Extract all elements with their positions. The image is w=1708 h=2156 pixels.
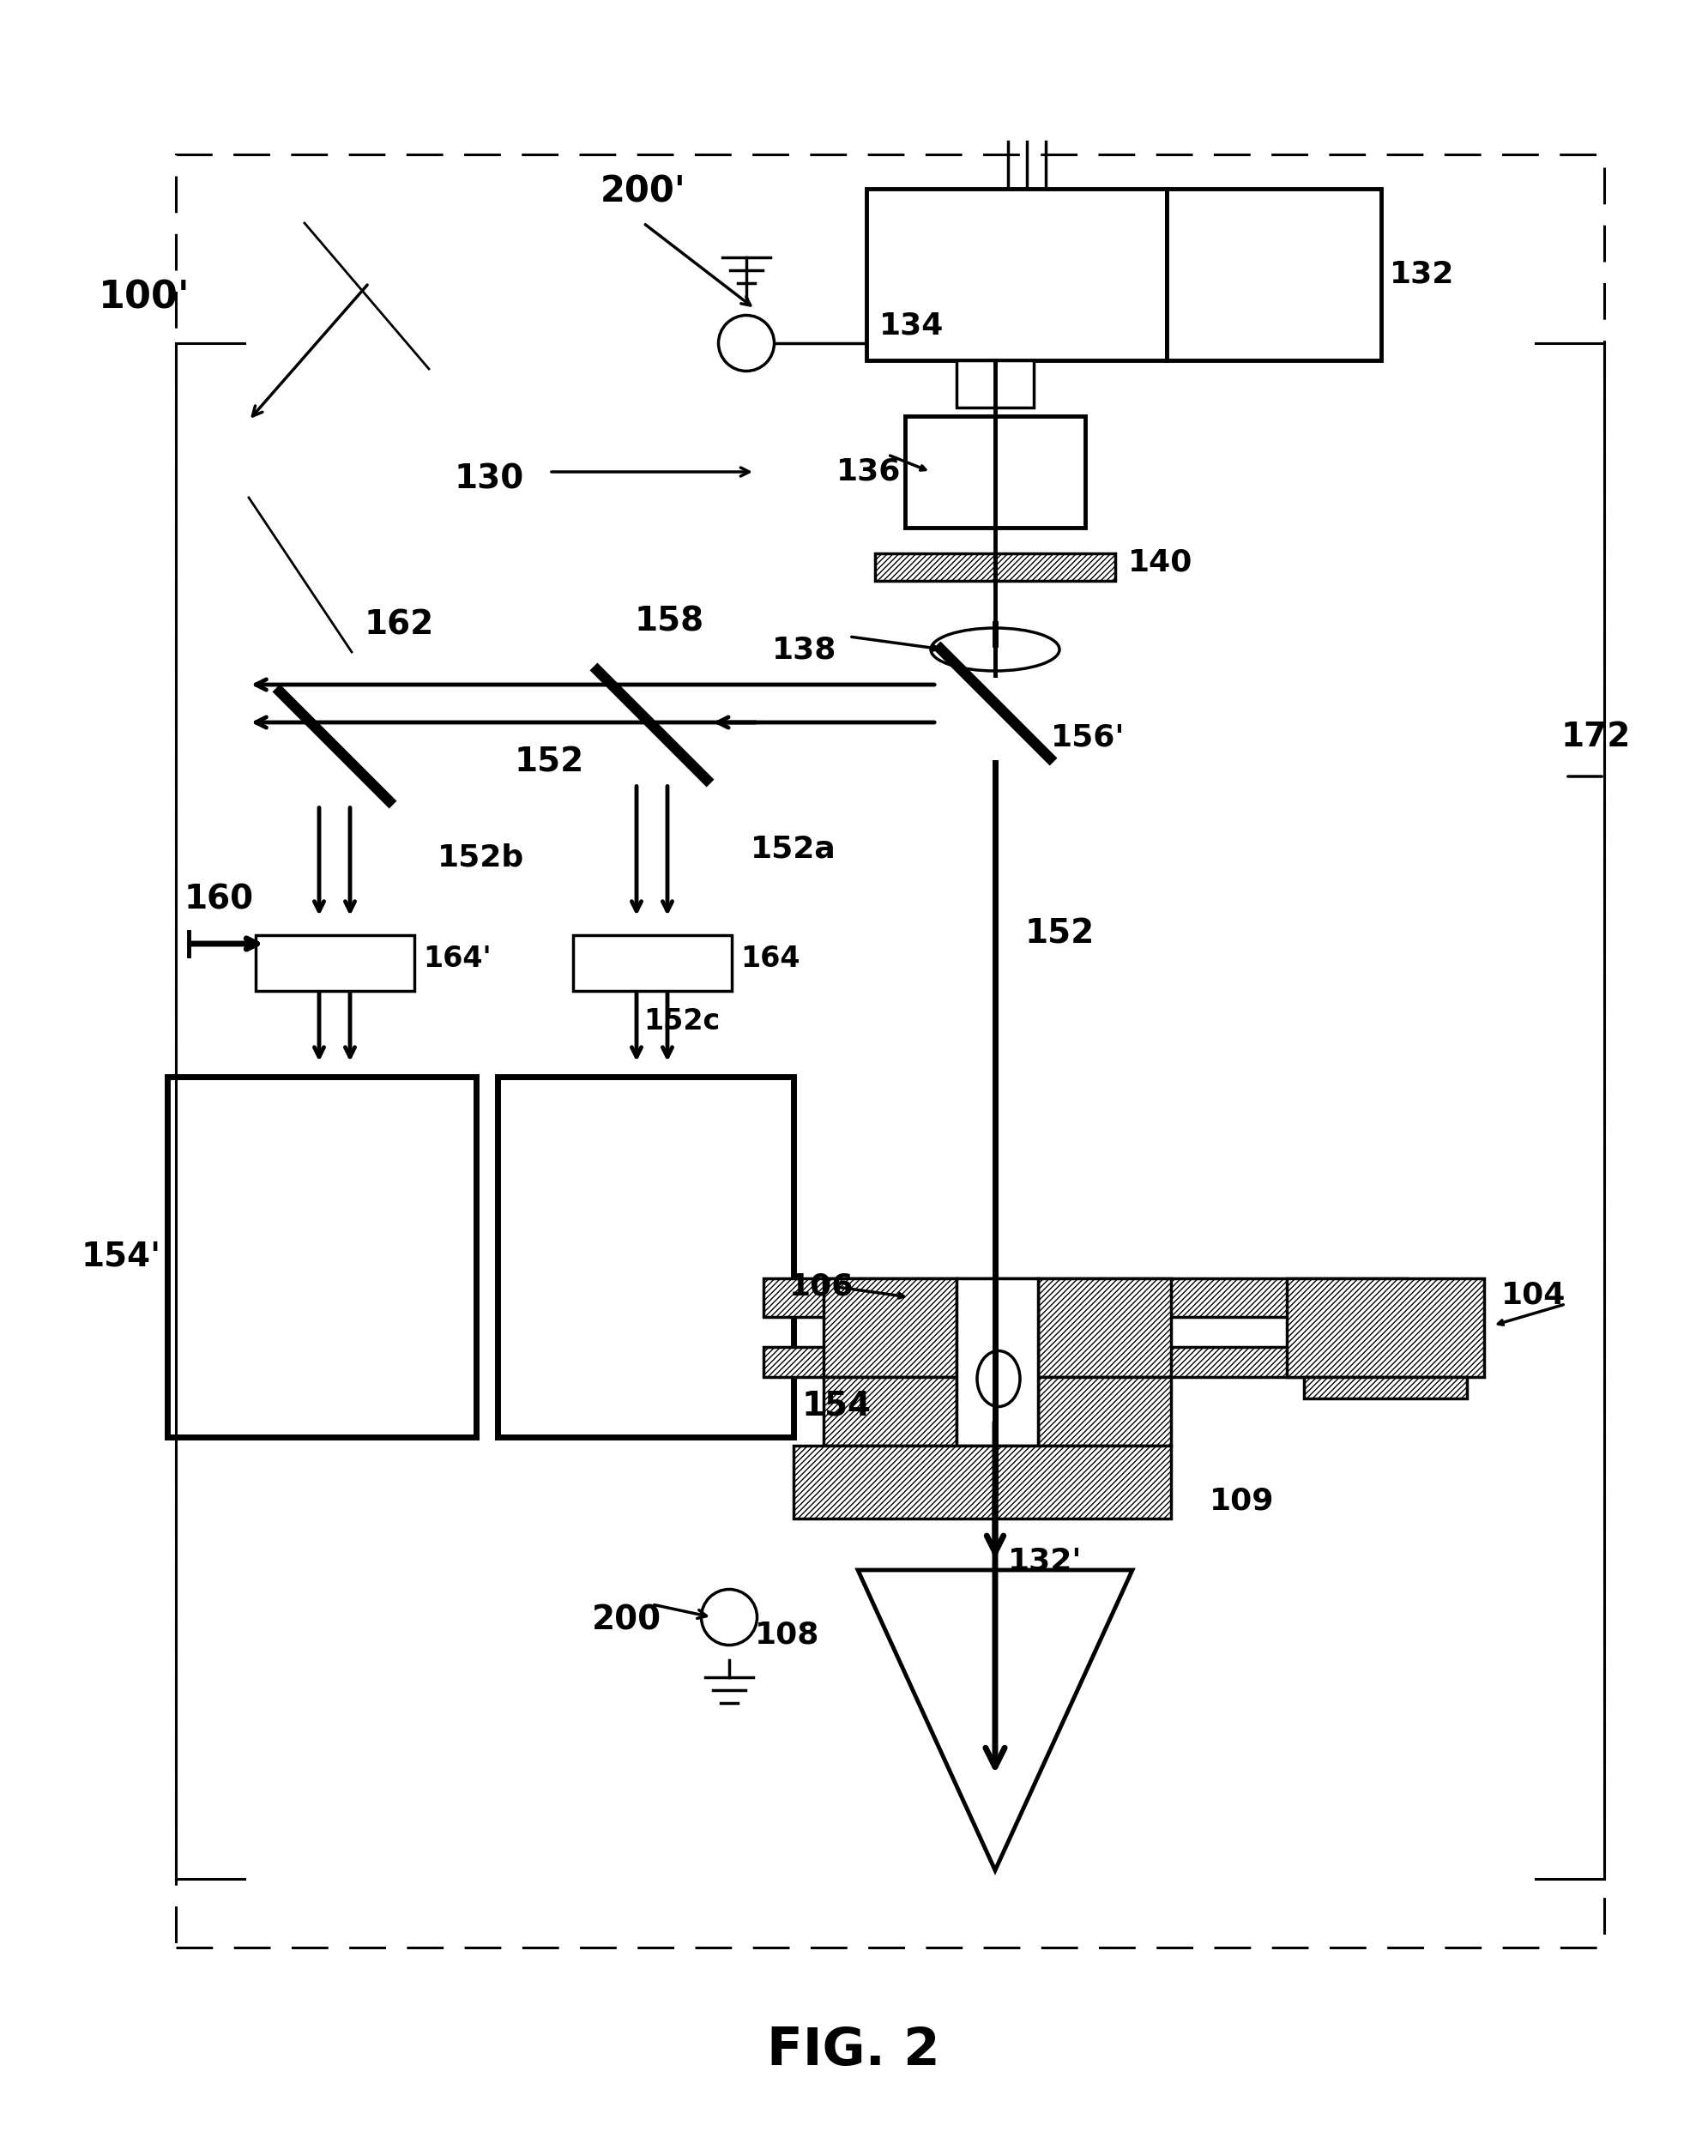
Text: 152a: 152a [750,834,837,865]
Text: 154: 154 [803,1391,871,1423]
Bar [956,360,1033,407]
Text: 152: 152 [514,746,584,778]
Text: 108: 108 [755,1619,820,1649]
Bar [256,936,415,992]
Bar [823,1279,956,1378]
Text: 172: 172 [1561,720,1631,752]
Text: 132: 132 [1390,261,1455,289]
Bar [1038,1378,1172,1447]
Text: 162: 162 [364,610,434,642]
Text: 152c: 152c [644,1007,721,1035]
Text: 200: 200 [593,1604,661,1636]
Bar [874,554,1115,580]
Text: 164: 164 [740,944,799,972]
Bar [956,1279,1038,1447]
Text: 164': 164' [424,944,492,972]
Text: 104: 104 [1501,1281,1566,1311]
Text: 200': 200' [601,172,687,209]
Bar [1167,190,1382,360]
Text: 100': 100' [99,280,190,317]
Text: 140: 140 [1127,548,1192,578]
Bar [1303,1378,1467,1399]
Text: 109: 109 [1209,1488,1274,1516]
Text: FIG. 2: FIG. 2 [767,2027,939,2076]
Bar [1286,1279,1484,1378]
Text: 138: 138 [772,634,837,664]
Text: 158: 158 [635,606,704,638]
Text: 152b: 152b [437,843,524,873]
Bar [497,1076,794,1438]
Bar [763,1279,1407,1317]
Text: 154': 154' [82,1240,161,1272]
Bar [574,936,731,992]
Text: 152: 152 [1025,918,1095,951]
Bar [794,1447,1172,1518]
Text: 132': 132' [1008,1546,1083,1576]
Text: 136: 136 [837,457,902,487]
Bar [866,190,1167,360]
Text: 160: 160 [184,884,254,916]
Text: 134: 134 [880,310,945,341]
Text: 106: 106 [789,1272,854,1302]
Text: 130: 130 [454,464,524,496]
Bar [823,1378,956,1447]
Bar [763,1348,1407,1378]
Bar [176,155,1604,1947]
Bar [1038,1279,1172,1378]
Bar [905,416,1085,528]
Text: 156': 156' [1050,722,1126,752]
Polygon shape [857,1570,1132,1869]
Bar [167,1076,477,1438]
